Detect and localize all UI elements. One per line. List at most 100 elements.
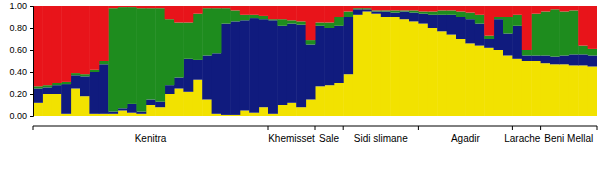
bar-segment bbox=[475, 6, 485, 15]
bar-segment bbox=[52, 83, 62, 85]
bar-segment bbox=[71, 6, 81, 73]
bar-segment bbox=[437, 31, 447, 116]
bar-segment bbox=[80, 74, 90, 76]
bar-segment bbox=[287, 24, 297, 103]
bar-segment bbox=[183, 23, 193, 59]
bar-segment bbox=[353, 6, 363, 8]
bar-segment bbox=[127, 6, 137, 7]
bar-segment bbox=[447, 10, 457, 14]
bar-segment bbox=[541, 56, 551, 64]
bar-segment bbox=[400, 6, 410, 10]
bar-segment bbox=[447, 6, 457, 10]
bar-segment bbox=[503, 56, 513, 117]
bar-segment bbox=[146, 6, 156, 8]
bar-segment bbox=[42, 85, 52, 87]
bar-segment bbox=[127, 104, 137, 113]
bar-segment bbox=[315, 86, 325, 116]
bar-segment bbox=[531, 6, 541, 14]
bar-segment bbox=[371, 12, 381, 14]
group-label: Larache bbox=[504, 133, 541, 144]
group-boundary bbox=[540, 126, 541, 130]
bar-segment bbox=[484, 48, 494, 116]
bar-segment bbox=[174, 23, 184, 78]
bar-segment bbox=[249, 6, 259, 15]
bar-segment bbox=[52, 94, 62, 116]
y-tick: 0.40 bbox=[9, 67, 33, 77]
bar-segment bbox=[221, 24, 231, 115]
y-tick-mark bbox=[30, 72, 33, 73]
bar-segment bbox=[400, 19, 410, 116]
bar-segment bbox=[531, 61, 541, 116]
bar-segment bbox=[230, 115, 240, 116]
bar-segment bbox=[61, 114, 71, 116]
group-boundary bbox=[512, 126, 513, 130]
bar-segment bbox=[230, 6, 240, 10]
bar-segment bbox=[390, 13, 400, 17]
bar-segment bbox=[259, 6, 269, 16]
bar-segment bbox=[324, 85, 334, 116]
bar-segment bbox=[221, 6, 231, 8]
bar-segment bbox=[155, 6, 165, 8]
group-label: Khemisset bbox=[268, 133, 315, 144]
bar-segment bbox=[71, 89, 81, 117]
bar-segment bbox=[578, 6, 588, 46]
bar-segment bbox=[202, 100, 212, 117]
bar-segment bbox=[127, 7, 137, 104]
bar-segment bbox=[390, 6, 400, 10]
bar-segment bbox=[578, 46, 588, 55]
bar-segment bbox=[559, 6, 569, 12]
bar-segment bbox=[240, 20, 250, 110]
bar-segment bbox=[541, 12, 551, 56]
bar-segment bbox=[484, 36, 494, 39]
bar-segment bbox=[155, 102, 165, 108]
bar-segment bbox=[315, 6, 325, 23]
bar-segment bbox=[268, 114, 278, 116]
group-boundary bbox=[597, 126, 598, 130]
bar-segment bbox=[202, 56, 212, 100]
bar-segment bbox=[80, 6, 90, 74]
bar-segment bbox=[343, 6, 353, 12]
bar-segment bbox=[249, 18, 259, 113]
bar-segment bbox=[33, 89, 43, 103]
bar-segment bbox=[136, 114, 146, 116]
bar-segment bbox=[334, 6, 344, 17]
bar-segment bbox=[287, 6, 297, 20]
bar-segment bbox=[61, 84, 71, 114]
bar-segment bbox=[268, 6, 278, 19]
y-tick-label: 0.60 bbox=[9, 45, 27, 55]
y-tick-mark bbox=[30, 50, 33, 51]
bar-segment bbox=[484, 6, 494, 36]
bar-segment bbox=[193, 60, 203, 80]
chart: 0.000.200.400.600.801.00KenitraKhemisset… bbox=[0, 0, 599, 177]
bar-segment bbox=[381, 17, 391, 116]
bar-segment bbox=[155, 8, 165, 102]
plot-area bbox=[33, 6, 597, 116]
bar-segment bbox=[381, 12, 391, 18]
bar-segment bbox=[315, 23, 325, 26]
bar-segment bbox=[259, 19, 269, 107]
bar-segment bbox=[494, 6, 504, 17]
bar-segment bbox=[221, 115, 231, 116]
bar-segment bbox=[512, 59, 522, 116]
y-tick: 1.00 bbox=[9, 1, 33, 11]
bar-segment bbox=[578, 54, 588, 65]
bar-segment bbox=[588, 6, 597, 49]
bar-segment bbox=[212, 114, 222, 116]
group-boundary bbox=[33, 126, 34, 130]
bar-segment bbox=[146, 8, 156, 99]
bar-segment bbox=[212, 53, 222, 114]
bar-segment bbox=[277, 105, 287, 116]
bar-segment bbox=[362, 12, 372, 117]
bar-segment bbox=[428, 6, 438, 12]
bar-segment bbox=[475, 24, 485, 46]
bar-segment bbox=[371, 6, 381, 10]
bar-segment bbox=[390, 17, 400, 116]
bar-segment bbox=[306, 40, 316, 44]
group-label: Sidi slimane bbox=[354, 133, 408, 144]
bar-segment bbox=[371, 10, 381, 11]
bar-segment bbox=[89, 70, 99, 72]
bar-segment bbox=[136, 8, 146, 111]
bar-segment bbox=[418, 24, 428, 116]
bar-segment bbox=[268, 19, 278, 20]
bar-segment bbox=[174, 89, 184, 117]
